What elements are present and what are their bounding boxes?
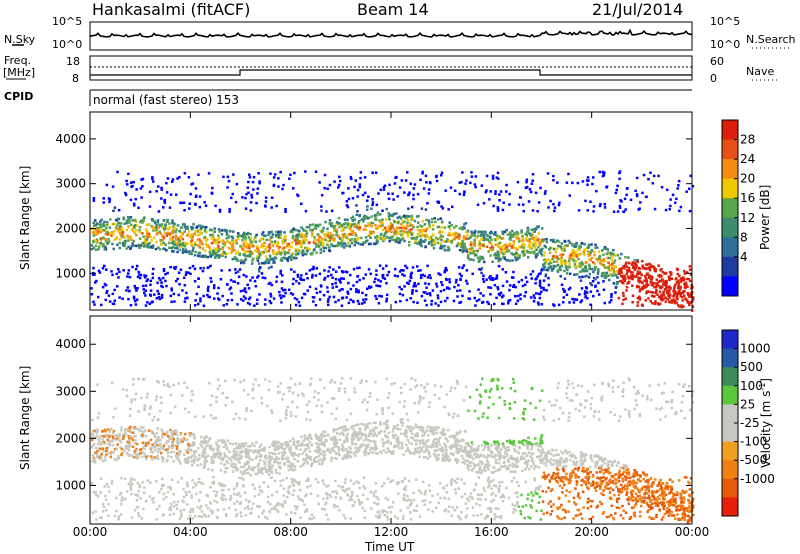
velocity-ytick-label: 2000	[55, 431, 86, 445]
power-ytick-label: 2000	[55, 221, 86, 235]
xaxis-label: Time UT	[365, 540, 415, 554]
panel-bg-power	[90, 112, 692, 310]
power-colorbar-cell	[722, 120, 738, 141]
velocity-colorbar-cell	[722, 367, 738, 387]
xtick-label: 08:00	[273, 525, 308, 539]
power-colorbar-tick-label: 16	[740, 191, 755, 205]
power-colorbar-cell	[722, 139, 738, 160]
freq-tick-top: 18	[66, 55, 80, 68]
velocity-colorbar-cell	[722, 441, 738, 461]
power-ylabel: Slant Range [km]	[18, 165, 32, 270]
power-colorbar-cell	[722, 237, 738, 258]
power-colorbar-tick-label: 12	[740, 211, 755, 225]
velocity-ytick-label: 3000	[55, 384, 86, 398]
power-colorbar-cell	[722, 256, 738, 277]
power-ytick-label: 1000	[55, 266, 86, 280]
velocity-colorbar-cell	[722, 478, 738, 498]
noise-left-tick-bottom: 10^0	[52, 38, 83, 51]
velocity-colorbar-cell	[722, 404, 738, 424]
nsky-label: N.Sky	[4, 33, 36, 46]
beam-title: Beam 14	[357, 0, 429, 19]
nave-label: Nave	[746, 65, 775, 78]
velocity-colorbar-text: Velocity [m s	[759, 390, 773, 468]
power-colorbar-tick-label: 20	[740, 172, 755, 186]
velocity-colorbar-tick-label: 1000	[740, 342, 771, 356]
xtick-label: 04:00	[173, 525, 208, 539]
date-title: 21/Jul/2014	[592, 0, 684, 19]
velocity-colorbar-tick-label: -25	[740, 416, 760, 430]
velocity-scatter	[90, 377, 695, 524]
nsearch-label: N.Search	[746, 33, 796, 46]
velocity-colorbar-tick-label: -100	[740, 435, 767, 449]
nsky-trace	[89, 28, 693, 38]
velocity-colorbar-tick-label: -1000	[740, 472, 775, 486]
velocity-colorbar-cell	[722, 348, 738, 368]
velocity-colorbar-tick-label: 25	[740, 397, 755, 411]
power-colorbar-tick-label: 28	[740, 133, 755, 147]
power-ytick-label: 4000	[55, 132, 86, 146]
xtick-label: 12:00	[374, 525, 409, 539]
power-ytick-label: 3000	[55, 177, 86, 191]
velocity-colorbar-end: ]	[759, 378, 773, 383]
velocity-colorbar-cell	[722, 497, 738, 517]
power-colorbar-cell	[722, 276, 738, 297]
velocity-colorbar-cell	[722, 460, 738, 480]
velocity-colorbar-sup: -1	[758, 382, 767, 391]
noise-right-tick-bottom: 10^0	[710, 38, 741, 51]
power-colorbar-cell	[722, 178, 738, 199]
power-colorbar-frame	[721, 119, 739, 297]
velocity-colorbar-tick-label: 500	[740, 360, 763, 374]
panel-bg-velocity	[90, 316, 692, 524]
velocity-ytick-label: 1000	[55, 478, 86, 492]
power-colorbar-label: Power [dB]	[758, 184, 772, 250]
power-colorbar-cell	[722, 217, 738, 238]
power-colorbar-cell	[722, 159, 738, 180]
velocity-colorbar-cell	[722, 423, 738, 443]
nave-tick-bottom: 0	[710, 72, 717, 85]
cpid-label: CPID	[4, 90, 34, 103]
station-title: Hankasalmi (fitACF)	[92, 0, 251, 19]
xtick-label: 16:00	[474, 525, 509, 539]
freq-panel-frame	[89, 55, 693, 81]
power-colorbar-tick-label: 4	[740, 250, 748, 264]
power-colorbar-cell	[722, 198, 738, 219]
velocity-colorbar-tick-label: -500	[740, 453, 767, 467]
freq-tick-bottom: 8	[72, 72, 79, 85]
xtick-label: 00:00	[73, 525, 108, 539]
velocity-colorbar-label: Velocity [m s-1]	[758, 378, 773, 468]
velocity-colorbar-tick-label: 100	[740, 379, 763, 393]
freq-label: Freq.	[4, 54, 32, 67]
velocity-ylabel: Slant Range [km]	[18, 365, 32, 470]
power-colorbar-tick-label: 24	[740, 152, 755, 166]
xtick-label: 20:00	[574, 525, 609, 539]
freq-trace	[90, 69, 692, 76]
noise-left-tick-top: 10^5	[52, 15, 83, 28]
nave-tick-top: 60	[710, 55, 724, 68]
velocity-ytick-label: 4000	[55, 337, 86, 351]
mode-text: normal (fast stereo) 153	[93, 93, 240, 107]
velocity-colorbar-cell	[722, 385, 738, 405]
freq-unit-label: [MHz]	[3, 66, 36, 79]
velocity-colorbar-cell	[722, 330, 738, 350]
noise-right-tick-top: 10^5	[710, 15, 741, 28]
xtick-label: 00:00	[675, 525, 710, 539]
power-colorbar-tick-label: 8	[740, 230, 748, 244]
